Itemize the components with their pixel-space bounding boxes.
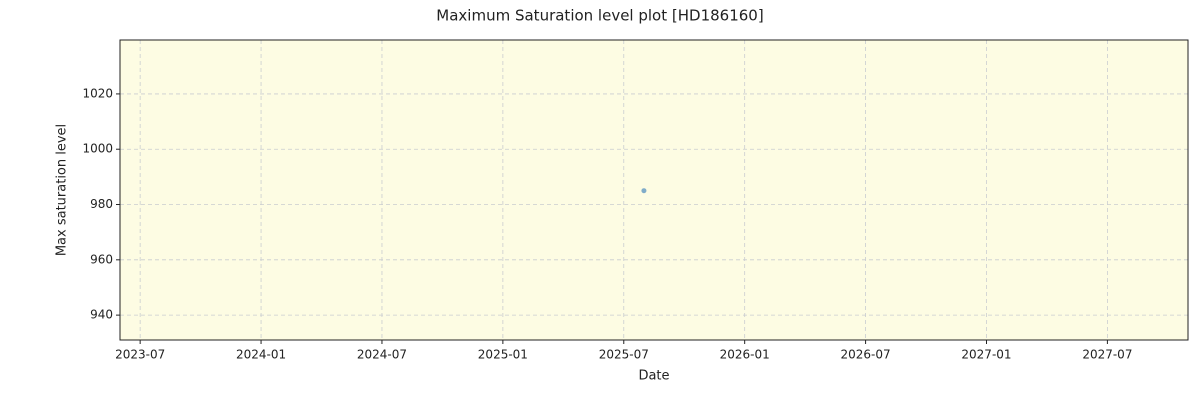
chart-title: Maximum Saturation level plot [HD186160] [436,7,763,25]
x-tick-label: 2023-07 [115,348,165,362]
y-tick-label: 940 [90,308,113,322]
x-tick-label: 2026-07 [841,348,891,362]
x-tick-label: 2027-07 [1082,348,1132,362]
y-tick-label: 1020 [82,86,113,100]
data-point [641,188,647,194]
plot-frame [119,39,1189,341]
y-tick-label: 1000 [82,142,113,156]
x-tick-label: 2025-07 [599,348,649,362]
y-axis-label: Max saturation level [55,124,70,256]
x-tick-label: 2027-01 [961,348,1011,362]
y-tick-label: 980 [90,197,113,211]
x-tick-label: 2026-01 [720,348,770,362]
plot-background [120,40,1188,340]
x-tick-label: 2025-01 [478,348,528,362]
x-axis-label: Date [638,369,669,384]
y-tick-label: 960 [90,252,113,266]
x-tick-label: 2024-07 [357,348,407,362]
x-tick-label: 2024-01 [236,348,286,362]
